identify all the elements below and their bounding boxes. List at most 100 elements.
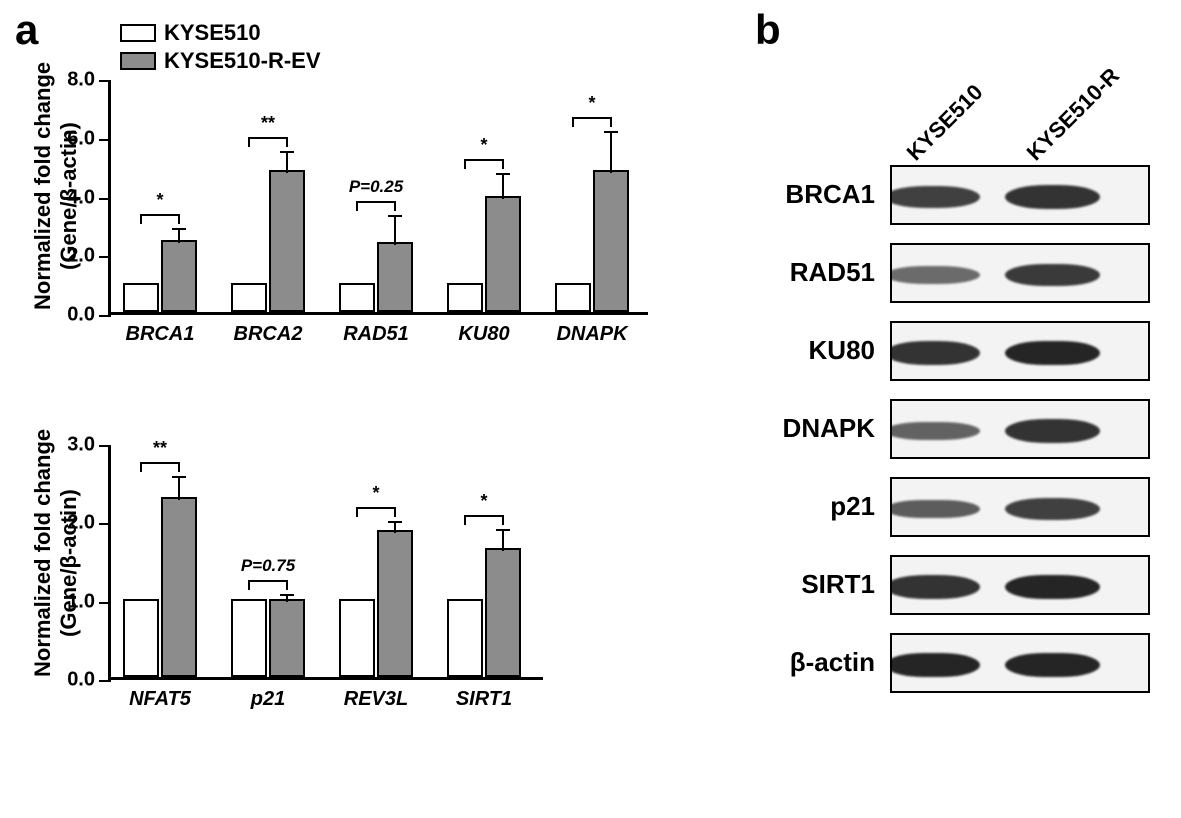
bar-treated [377,530,413,677]
bar-treated [161,240,197,312]
wb-band [890,266,980,283]
ytick-label: 0.0 [67,304,95,327]
sig-bracket [249,580,287,582]
panel-label-a: a [15,6,38,54]
wb-column-label: KYSE510 [902,79,989,166]
error-cap [172,476,186,478]
wb-row-label: BRCA1 [755,179,875,210]
error-bar [286,151,288,173]
sig-bracket-side [502,515,504,525]
ytick [99,602,111,604]
bar-control [231,599,267,677]
sig-label: P=0.75 [241,556,295,576]
ytick [99,445,111,447]
sig-label: * [372,483,379,504]
ylabel-top-line1: Normalized fold change [30,62,55,310]
error-bar [394,215,396,244]
ytick-label: 8.0 [67,69,95,92]
ytick [99,680,111,682]
ylabel-top: Normalized fold change [30,62,56,310]
sig-bracket [141,214,179,216]
bar-treated [161,497,197,677]
wb-band [1005,341,1100,365]
xlabel: DNAPK [556,323,627,346]
error-bar [610,131,612,172]
wb-lane-box [890,555,1150,615]
wb-band [1005,575,1100,599]
wb-row-label: p21 [755,491,875,522]
sig-bracket [465,515,503,517]
wb-lane-box [890,321,1150,381]
bar-control [231,283,267,312]
legend-swatch-treated [120,52,156,70]
error-bar [502,173,504,199]
sig-label: ** [261,113,275,134]
ytick-label: 6.0 [67,127,95,150]
sig-bracket-side [502,159,504,169]
sig-label: * [156,190,163,211]
legend-swatch-control [120,24,156,42]
bar-treated [485,548,521,677]
legend: KYSE510 KYSE510-R-EV [120,20,321,76]
ytick [99,198,111,200]
wb-lane-box [890,633,1150,693]
wb-band [890,653,980,677]
sig-bracket [573,117,611,119]
bar-treated [269,599,305,677]
sig-bracket-side [140,214,142,224]
ytick [99,80,111,82]
wb-band [890,422,980,440]
bar-control [123,283,159,312]
sig-bracket-side [464,515,466,525]
bar-treated [269,170,305,312]
error-cap [280,151,294,153]
xlabel: BRCA2 [234,323,303,346]
ytick-label: 2.0 [67,512,95,535]
ytick-label: 0.0 [67,669,95,692]
sig-bracket [249,137,287,139]
wb-band [1005,185,1100,208]
wb-row-label: SIRT1 [755,569,875,600]
bar-control [555,283,591,312]
sig-label: * [480,491,487,512]
sig-bracket-side [248,137,250,147]
error-cap [496,529,510,531]
sig-bracket-side [610,117,612,127]
ylabel-bottom-line1: Normalized fold change [30,429,55,677]
wb-row-label: KU80 [755,335,875,366]
wb-band [1005,653,1100,677]
error-cap [172,228,186,230]
error-cap [604,131,618,133]
legend-label-treated: KYSE510-R-EV [164,48,321,74]
wb-band [890,186,980,208]
wb-band [890,341,980,364]
wb-lane-box [890,165,1150,225]
sig-bracket-side [356,507,358,517]
error-cap [388,521,402,523]
xlabel: KU80 [458,323,509,346]
xlabel: SIRT1 [456,688,512,711]
wb-row-label: DNAPK [755,413,875,444]
bar-control [447,283,483,312]
error-bar [502,529,504,551]
xlabel: RAD51 [343,323,409,346]
sig-bracket [465,159,503,161]
ylabel-bottom: Normalized fold change [30,429,56,677]
bar-control [123,599,159,677]
sig-bracket-side [356,201,358,211]
bar-control [447,599,483,677]
error-bar [178,228,180,243]
error-cap [388,215,402,217]
wb-lane-box [890,477,1150,537]
plot-area-top: 0.02.04.06.08.0*BRCA1**BRCA2P=0.25RAD51*… [108,80,648,315]
wb-band [1005,498,1100,520]
sig-label: * [480,135,487,156]
ytick [99,523,111,525]
xlabel: REV3L [344,688,408,711]
legend-item-treated: KYSE510-R-EV [120,48,321,74]
wb-band [1005,264,1100,286]
error-bar [178,476,180,500]
sig-bracket-side [464,159,466,169]
error-cap [280,594,294,596]
wb-column-label: KYSE510-R [1022,63,1125,166]
